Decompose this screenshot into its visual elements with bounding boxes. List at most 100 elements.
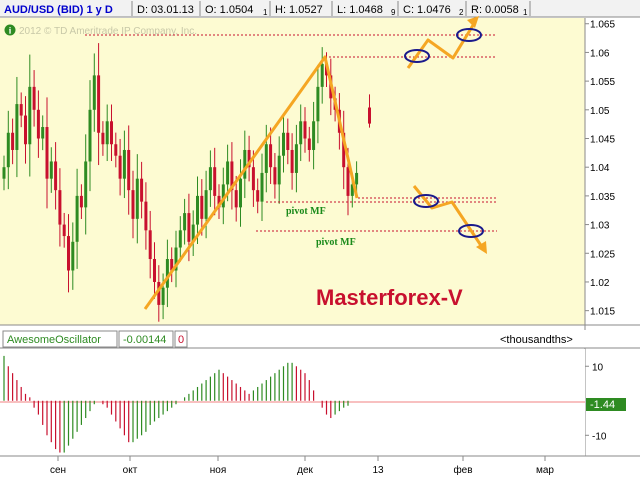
price-axis-label: 1.06 (590, 48, 610, 59)
annotations: pivot MF pivot MF Masterforex-V (85, 16, 497, 310)
header-close: C: 1.0476 (403, 4, 451, 16)
candle-body (286, 132, 290, 150)
candle-body (161, 287, 165, 305)
candle-body (226, 161, 230, 185)
candle-body (191, 224, 195, 242)
candle-body (221, 184, 225, 208)
candle-body (260, 172, 264, 202)
oscillator-axis: 10 -10 (585, 362, 607, 442)
candle-body (92, 75, 96, 110)
candle-body (88, 109, 92, 162)
header-high: H: 1.0527 (275, 4, 323, 16)
header-date: D: 03.01.13 (137, 4, 194, 16)
price-axis-label: 1.045 (590, 135, 615, 146)
x-axis-label: 13 (372, 465, 384, 476)
header-open: O: 1.0504 (205, 4, 253, 16)
x-axis-label: ноя (210, 465, 227, 476)
oscillator-value: -0.00144 (123, 334, 166, 346)
pivot-label-1: pivot MF (286, 206, 326, 217)
candle-body (200, 195, 204, 219)
candle-body (24, 115, 27, 145)
price-axis-label: 1.02 (590, 278, 610, 289)
x-axis-label: сен (50, 465, 66, 476)
candle-body (79, 195, 83, 208)
ellipse-3 (413, 194, 439, 208)
candle-body (101, 132, 105, 145)
price-axis-label: 1.015 (590, 307, 615, 318)
candle-body (346, 167, 350, 196)
x-axis-label: мар (536, 465, 554, 476)
candle-body (294, 144, 298, 173)
pivot-label-2: pivot MF (316, 237, 356, 248)
price-axis-label: 1.065 (590, 20, 615, 31)
x-axis-label: фев (453, 464, 472, 476)
candle-body (183, 213, 187, 231)
candle-body (118, 155, 122, 179)
candle-body (15, 104, 19, 150)
header-bar (0, 0, 640, 17)
candle-body (2, 167, 6, 179)
candle-body (277, 155, 281, 185)
candle-body (36, 109, 40, 139)
zigzag-main (143, 55, 359, 310)
candle-body (273, 167, 277, 185)
candle-body (269, 144, 273, 168)
candle-body (312, 121, 316, 150)
price-axis-label: 1.055 (590, 77, 615, 88)
candle-body (41, 127, 45, 139)
candle-body (127, 149, 131, 191)
candle-body (75, 195, 79, 242)
candle-body (243, 149, 247, 179)
candle-body (84, 161, 88, 208)
candle-body (122, 149, 126, 179)
header-range-sub: 1 (523, 8, 528, 17)
header-open-sub: 1 (263, 8, 268, 17)
candle-body (234, 190, 238, 208)
x-axis-label: окт (123, 465, 138, 476)
candle-body (316, 86, 320, 122)
candle-body (264, 144, 268, 173)
header-low-sub: 9 (391, 8, 396, 17)
watermark: 2012 © TD Ameritrade IP Company, Inc. (19, 26, 197, 37)
ellipse-1 (404, 49, 430, 63)
candle-body (178, 230, 182, 248)
candle-body (131, 190, 135, 219)
svg-text:i: i (9, 26, 12, 36)
oscillator-name: AwesomeOscillator (7, 334, 101, 346)
candle-body (11, 132, 15, 150)
x-axis: сен окт ноя дек 13 фев мар (50, 456, 554, 476)
price-axis-label: 1.025 (590, 249, 615, 260)
price-axis-label: 1.05 (590, 106, 610, 117)
price-axis: 1.065 1.06 1.055 1.05 1.045 1.04 1.035 1.03 1.02… (585, 20, 615, 318)
price-axis-label: 1.035 (590, 192, 615, 203)
candle-body (105, 121, 109, 145)
candle-body (204, 190, 208, 219)
candle-body (174, 247, 178, 271)
candle-body (208, 167, 212, 191)
header-symbol: AUD/USD (BID) 1 y D (4, 4, 113, 16)
candle-body (282, 132, 285, 156)
candle-body (368, 107, 371, 124)
price-axis-label: 1.03 (590, 221, 610, 232)
price-axis-label: 1.04 (590, 163, 610, 174)
candle-body (49, 161, 53, 179)
candle-body (196, 195, 199, 225)
candle-body (144, 201, 148, 231)
x-axis-label: дек (297, 465, 313, 476)
candle-body (230, 161, 234, 191)
candle-body (110, 121, 113, 145)
candle-body (62, 224, 66, 237)
candle-body (148, 230, 152, 260)
oscillator-bars (3, 355, 349, 453)
osc-axis-label: -10 (592, 431, 607, 442)
candle-body (140, 178, 144, 202)
candle-body (170, 259, 174, 271)
info-icon: i (4, 24, 16, 36)
candles (2, 43, 371, 322)
candle-body (153, 259, 156, 282)
candle-body (67, 236, 70, 271)
candle-body (58, 190, 62, 225)
arrow-up-head (467, 16, 479, 28)
candle-body (213, 167, 217, 196)
